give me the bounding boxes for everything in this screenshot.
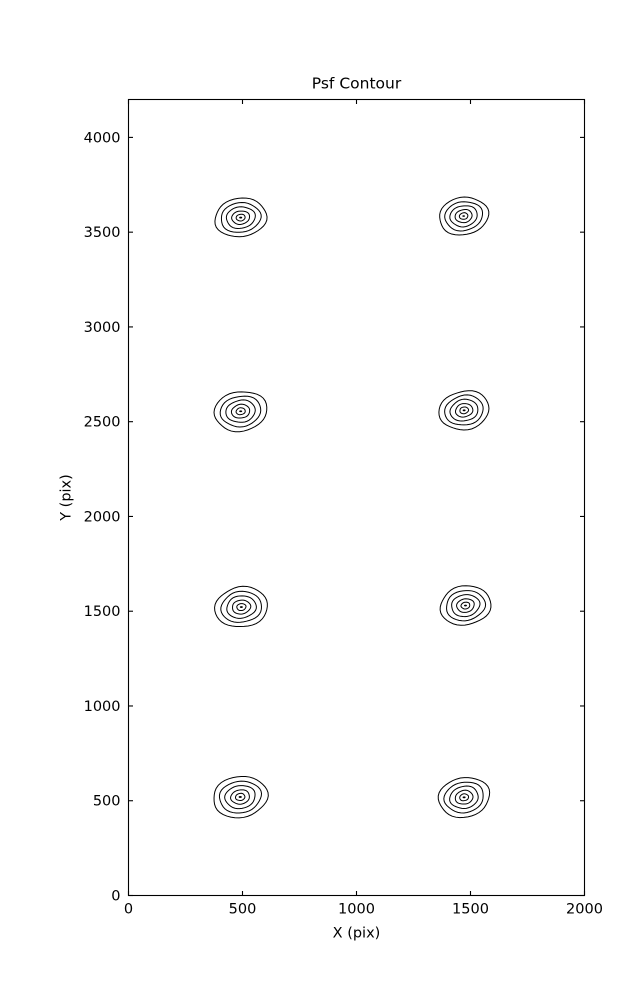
x-tick-label: 0 (124, 902, 133, 918)
y-axis-label: Y (pix) (59, 474, 75, 522)
contour-peak-marker (239, 216, 243, 219)
contour-peak-marker (239, 606, 243, 608)
y-axis-ticks: 0 500 1000 1500 2000 2500 3000 3500 4000 (84, 130, 585, 905)
contour-level-ring (225, 206, 256, 230)
contour-level-ring (458, 212, 469, 220)
contour-level-ring (235, 407, 246, 416)
contour-level-ring (443, 781, 484, 814)
contour-level-ring (213, 775, 269, 819)
psf-contour-source (439, 585, 492, 626)
contour-level-ring (444, 394, 484, 426)
psf-contour-source (214, 197, 268, 238)
x-tick-label: 500 (229, 902, 257, 918)
psf-contour-source (213, 775, 269, 819)
y-tick-label: 500 (93, 794, 121, 810)
axes-background (128, 99, 585, 896)
contour-layer (213, 196, 492, 819)
contour-level-ring (449, 398, 479, 422)
page-title: Psf Contour (312, 75, 402, 93)
y-tick-label: 4000 (84, 130, 121, 146)
x-axis-label: X (pix) (333, 926, 381, 942)
contour-level-ring (231, 210, 251, 225)
contour-level-ring (220, 201, 262, 233)
x-tick-label: 1000 (338, 902, 375, 918)
x-axis-ticks: 0 500 1000 1500 2000 (124, 99, 603, 918)
contour-peak-marker (464, 604, 467, 607)
contour-level-ring (230, 403, 251, 419)
contour-level-ring (459, 793, 470, 802)
contour-level-ring (454, 789, 474, 805)
contour-level-ring (220, 590, 262, 623)
contour-level-ring (234, 792, 246, 801)
contour-level-ring (226, 595, 257, 619)
y-tick-label: 0 (111, 889, 120, 905)
y-tick-label: 3000 (84, 320, 121, 336)
y-tick-label: 2000 (84, 509, 121, 525)
contour-level-ring (232, 599, 252, 615)
y-tick-label: 2500 (84, 415, 121, 431)
contour-peak-marker (462, 409, 466, 412)
contour-level-ring (236, 603, 247, 612)
contour-level-ring (446, 590, 487, 622)
contour-level-ring (218, 780, 263, 814)
psf-contour-source (437, 777, 491, 819)
contour-peak-marker (462, 796, 466, 799)
contour-level-ring (235, 213, 246, 222)
contour-level-ring (449, 785, 479, 810)
contour-level-ring (439, 196, 490, 236)
contour-level-ring (438, 390, 490, 431)
contour-level-ring (459, 406, 470, 415)
contour-level-ring (449, 205, 478, 228)
contour-peak-marker (238, 795, 242, 798)
contour-level-ring (230, 789, 250, 805)
contour-level-ring (214, 585, 268, 628)
psf-contour-source (214, 585, 268, 628)
contour-peak-marker (239, 410, 243, 413)
contour-level-ring (224, 785, 256, 810)
x-tick-label: 2000 (566, 902, 603, 918)
contour-level-ring (219, 395, 262, 428)
contour-level-ring (454, 403, 474, 418)
contour-level-ring (439, 585, 492, 626)
y-tick-label: 1000 (84, 699, 121, 715)
contour-level-ring (444, 201, 484, 232)
contour-level-ring (437, 777, 491, 819)
contour-level-ring (225, 399, 256, 423)
contour-level-ring (213, 391, 268, 433)
psf-contour-source (438, 390, 490, 431)
x-tick-label: 1500 (452, 902, 489, 918)
y-tick-label: 3500 (84, 225, 121, 241)
contour-level-ring (460, 601, 471, 610)
contour-level-ring (451, 594, 481, 618)
psf-contour-source (439, 196, 490, 236)
psf-contour-source (213, 391, 268, 433)
contour-level-ring (454, 208, 473, 224)
contour-level-ring (456, 598, 475, 613)
contour-level-ring (214, 197, 268, 238)
y-tick-label: 1500 (84, 604, 121, 620)
contour-peak-marker (462, 215, 466, 217)
